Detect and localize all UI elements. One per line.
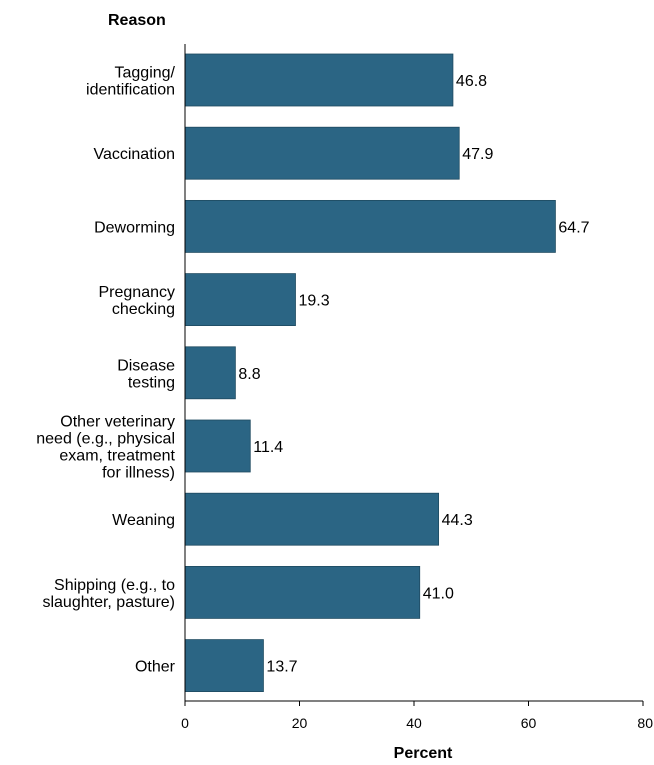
category-label-7-line-0: Shipping (e.g., to: [54, 577, 175, 594]
category-label-3-line-0: Pregnancy: [99, 284, 176, 301]
bar-8: [184, 639, 264, 692]
value-label-7: 41.0: [423, 585, 454, 602]
y-axis-title: Reason: [108, 12, 166, 29]
bar-4: [184, 346, 236, 400]
bar-6: [184, 492, 440, 546]
x-axis-ticks: 0 20 40 60 80: [181, 701, 653, 731]
category-label-7-line-1: slaughter, pasture): [42, 594, 175, 611]
category-label-5-line-3: for illness): [102, 465, 175, 482]
value-label-8: 13.7: [266, 659, 297, 676]
x-axis-title: Percent: [394, 745, 453, 762]
value-label-2: 64.7: [558, 219, 589, 236]
category-label-5-line-0: Other veterinary: [60, 414, 175, 431]
category-label-4-line-1: testing: [128, 374, 175, 391]
category-label-4-line-0: Disease: [117, 357, 175, 374]
bar-7: [184, 566, 421, 619]
bar-0: [184, 53, 454, 107]
category-label-3-line-1: checking: [112, 301, 175, 318]
value-label-1: 47.9: [462, 146, 493, 163]
value-labels: 46.8 47.9 64.7 19.3 8.8 11.4 44.3 41.0 13.7: [238, 73, 589, 676]
value-label-4: 8.8: [238, 366, 260, 383]
x-tick-label-1: 20: [292, 715, 308, 731]
value-label-6: 44.3: [442, 512, 473, 529]
x-tick-label-4: 80: [637, 715, 653, 731]
category-label-1-line-0: Vaccination: [93, 146, 175, 163]
category-label-6-line-0: Weaning: [112, 512, 175, 529]
value-label-5: 11.4: [253, 439, 283, 456]
x-tick-label-0: 0: [181, 715, 189, 731]
category-label-0-line-0: Tagging/: [115, 65, 176, 82]
value-label-0: 46.8: [456, 73, 487, 90]
category-label-0-line-1: identification: [86, 82, 175, 99]
bars-group: [184, 53, 556, 692]
bar-1: [184, 126, 460, 180]
x-tick-label-3: 60: [521, 715, 537, 731]
bar-5: [184, 419, 251, 473]
x-tick-label-2: 40: [406, 715, 422, 731]
category-labels: Tagging/identification Vaccination Dewormi…: [36, 65, 175, 676]
category-label-2-line-0: Deworming: [94, 219, 175, 236]
value-label-3: 19.3: [298, 293, 329, 310]
category-label-8-line-0: Other: [135, 659, 176, 676]
category-label-5-line-2: exam, treatment: [59, 448, 175, 465]
bar-3: [184, 273, 296, 327]
category-label-5-line-1: need (e.g., physical: [36, 431, 175, 448]
bar-2: [184, 199, 556, 253]
